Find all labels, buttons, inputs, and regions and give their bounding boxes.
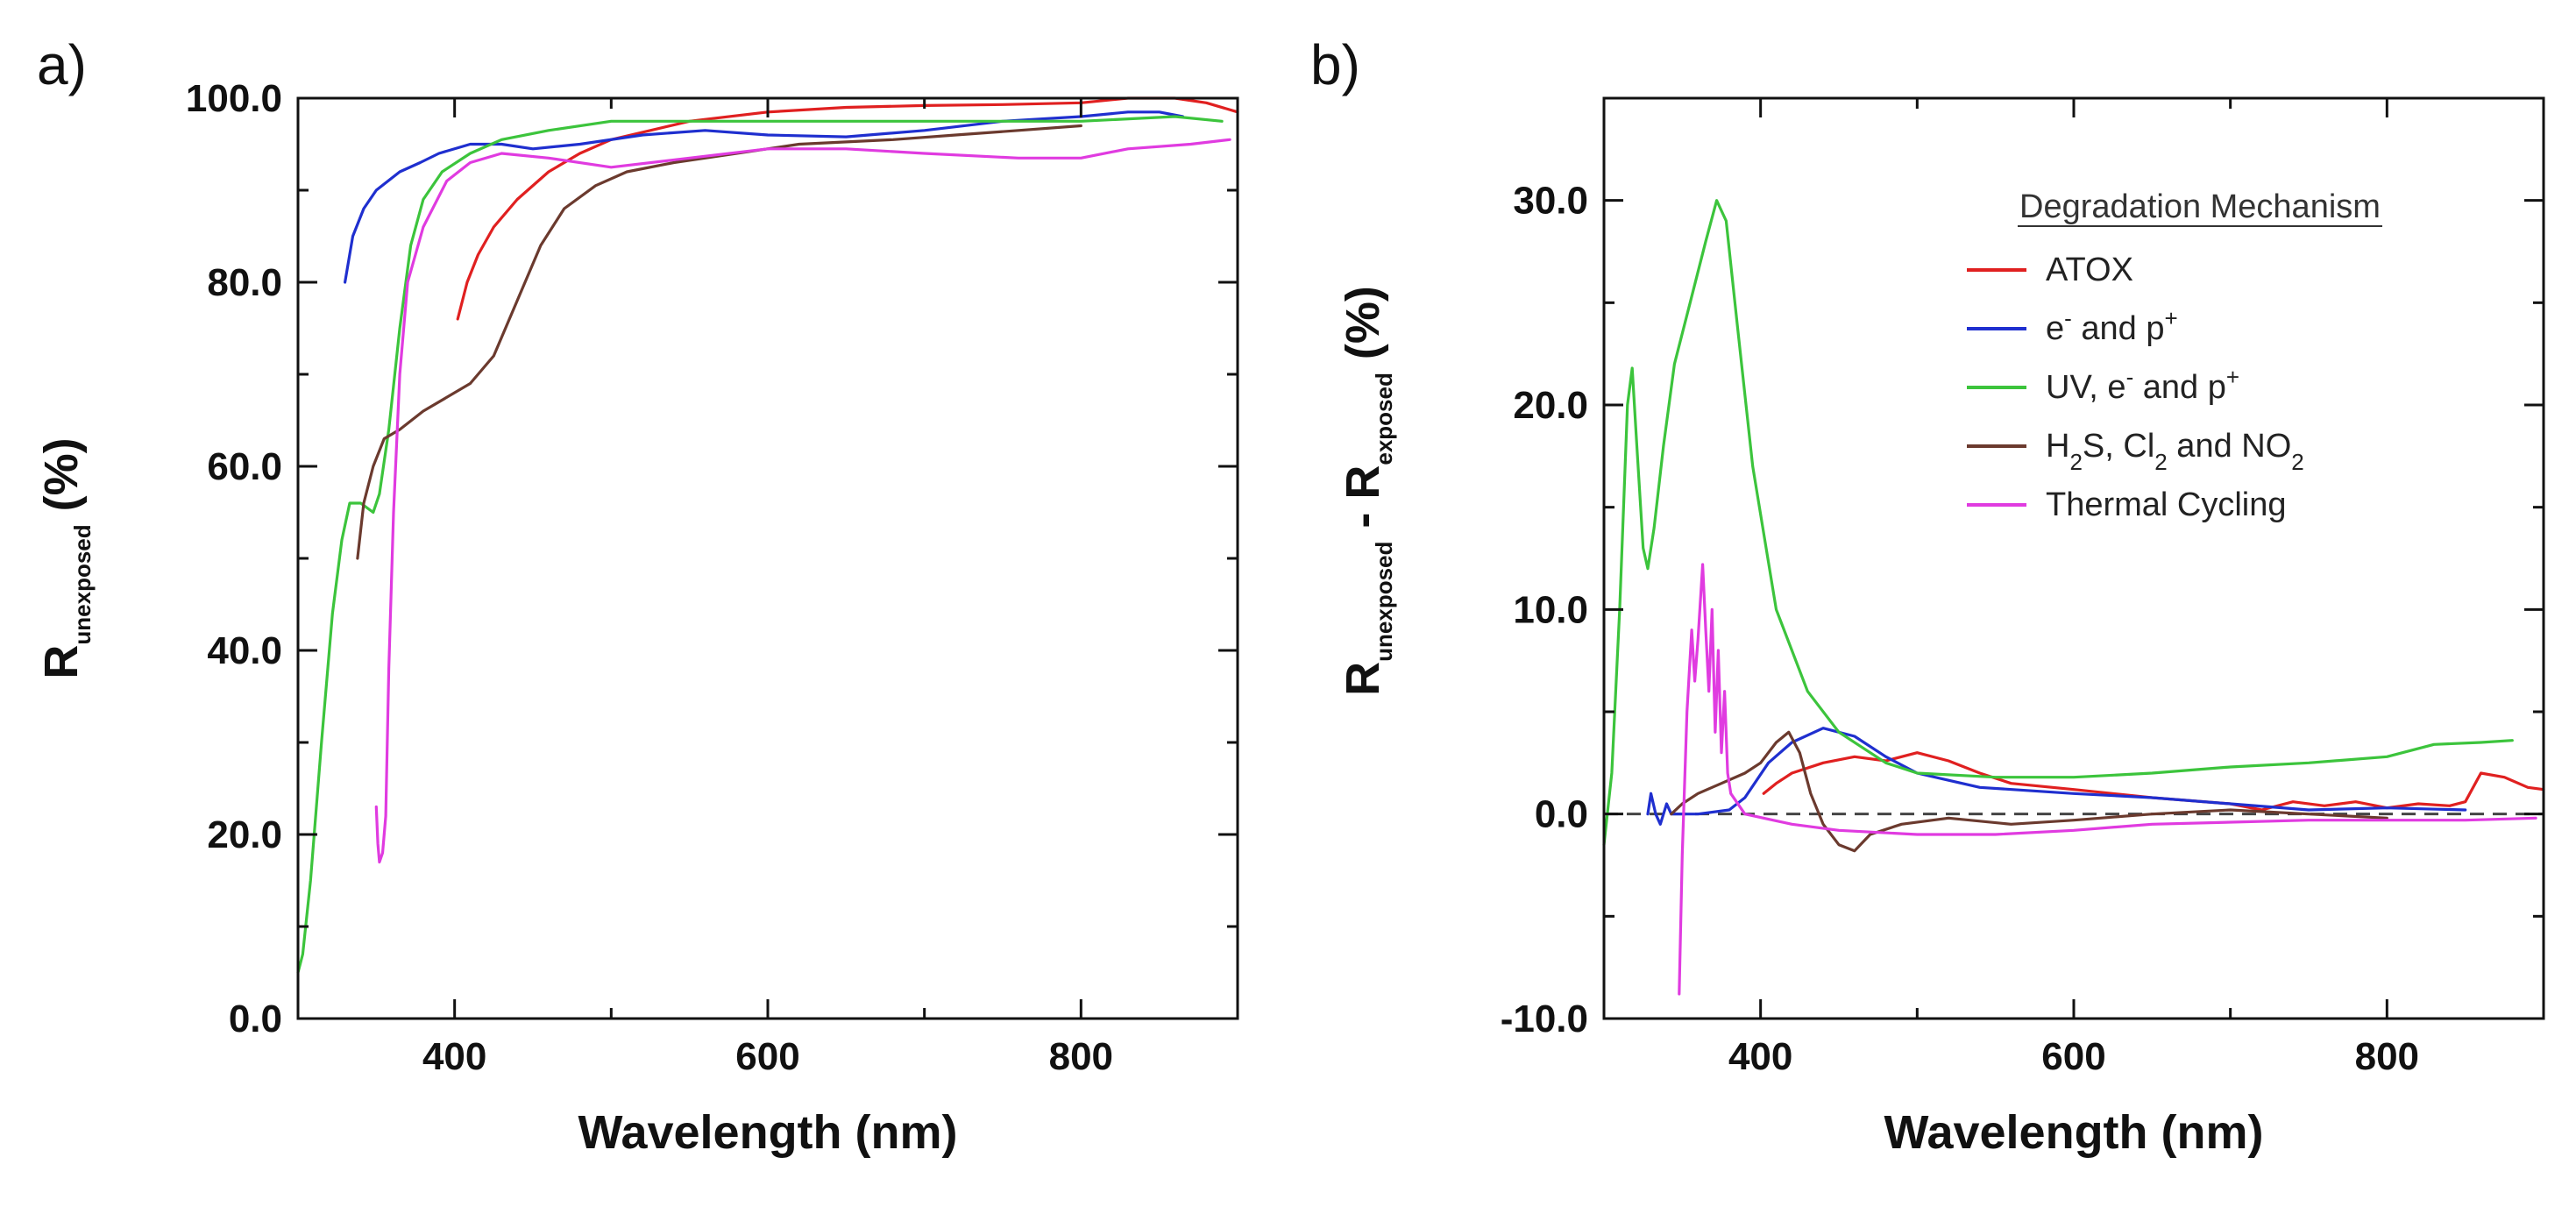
series-line-ep — [344, 110, 1185, 284]
label-part: unexposed — [1371, 542, 1397, 662]
label-part: (%) — [1337, 286, 1389, 373]
y-tick-label: 60.0 — [207, 445, 282, 488]
label-part: and p — [2072, 310, 2165, 347]
panel-b-frame — [1602, 96, 2545, 1020]
panel-a-x-axis-title: Wavelength (nm) — [578, 1106, 957, 1159]
label-part: (%) — [35, 437, 88, 524]
x-tick-label: 400 — [422, 1035, 486, 1078]
panel-b-y-axis-title: Runexposed - Rexposed (%) — [1337, 286, 1397, 696]
x-tick-label: 800 — [2355, 1035, 2419, 1078]
label-part: 2 — [2154, 449, 2167, 475]
label-part: + — [2226, 364, 2239, 390]
label-part: Thermal Cycling — [2046, 486, 2287, 523]
label-part: - — [2064, 305, 2072, 331]
y-tick-label: -10.0 — [1501, 998, 1588, 1040]
label-part: and p — [2133, 369, 2226, 406]
label-part: unexposed — [69, 524, 96, 644]
panel-a-ticks: 400 600 800 0.0 20.0 40.0 60.0 80.0 100.0 — [186, 77, 1239, 1078]
panel-label-b: b) — [1310, 33, 1360, 96]
series-line-ATOX — [456, 96, 1239, 321]
panel-b-ticks: 400 600 800 -10.0 0.0 10.0 20.0 30.0 — [1501, 96, 2545, 1078]
label-part: R — [35, 645, 88, 679]
y-tick-label: 20.0 — [1513, 384, 1588, 427]
series-line-H2S — [1670, 730, 2388, 853]
y-tick-label: 0.0 — [1535, 793, 1588, 836]
label-part: and NO — [2168, 428, 2292, 465]
label-part: H — [2046, 428, 2069, 465]
label-part: - — [2126, 364, 2134, 390]
x-tick-label: 600 — [735, 1035, 799, 1078]
panel-b-series-group — [1602, 199, 2545, 996]
series-line-Thermal — [374, 138, 1231, 864]
panel-label-a: a) — [37, 33, 87, 96]
label-part: UV, e — [2046, 369, 2126, 406]
legend-label-ep: e- and p+ — [2046, 305, 2178, 347]
label-part: exposed — [1371, 373, 1397, 465]
label-part: + — [2164, 305, 2177, 331]
series-line-UVep — [296, 115, 1224, 975]
x-tick-label: 600 — [2041, 1035, 2105, 1078]
legend-label-ATOX: ATOX — [2046, 252, 2133, 288]
y-tick-label: 30.0 — [1513, 180, 1588, 223]
series-line-ATOX — [1762, 751, 2545, 812]
panel-a-y-axis-title: Runexposed (%) — [35, 437, 96, 678]
series-line-UVep — [1602, 199, 2514, 847]
label-part: - R — [1337, 465, 1389, 542]
panel-b-x-axis-title: Wavelength (nm) — [1884, 1106, 2263, 1159]
panel-b: 400 600 800 -10.0 0.0 10.0 20.0 30.0 Wavelength… — [1337, 96, 2545, 1159]
label-part: 2 — [2069, 449, 2082, 475]
label-part: e — [2046, 310, 2064, 347]
x-tick-label: 400 — [1728, 1035, 1792, 1078]
panel-a: 400 600 800 0.0 20.0 40.0 60.0 80.0 100.0 Wavele… — [35, 77, 1239, 1159]
legend-label-Thermal: Thermal Cycling — [2046, 486, 2287, 523]
legend-label-UVep: UV, e- and p+ — [2046, 364, 2239, 406]
series-line-ep — [1646, 727, 2467, 826]
y-tick-label: 20.0 — [207, 813, 282, 856]
y-tick-label: 80.0 — [207, 261, 282, 304]
legend-label-H2S: H2S, Cl2 and NO2 — [2046, 428, 2304, 475]
x-tick-label: 800 — [1049, 1035, 1113, 1078]
legend-title: Degradation Mechanism — [2019, 188, 2381, 225]
panel-a-frame — [296, 96, 1239, 1020]
y-tick-label: 0.0 — [229, 998, 282, 1040]
y-tick-label: 100.0 — [186, 77, 282, 120]
label-part: ATOX — [2046, 252, 2133, 288]
y-tick-label: 40.0 — [207, 629, 282, 672]
series-line-Thermal — [1678, 563, 2537, 996]
label-part: 2 — [2291, 449, 2303, 475]
series-line-H2S — [356, 124, 1082, 560]
y-tick-label: 10.0 — [1513, 588, 1588, 631]
panel-a-series-group — [296, 96, 1239, 975]
label-part: S, Cl — [2083, 428, 2154, 465]
label-part: R — [1337, 662, 1389, 696]
